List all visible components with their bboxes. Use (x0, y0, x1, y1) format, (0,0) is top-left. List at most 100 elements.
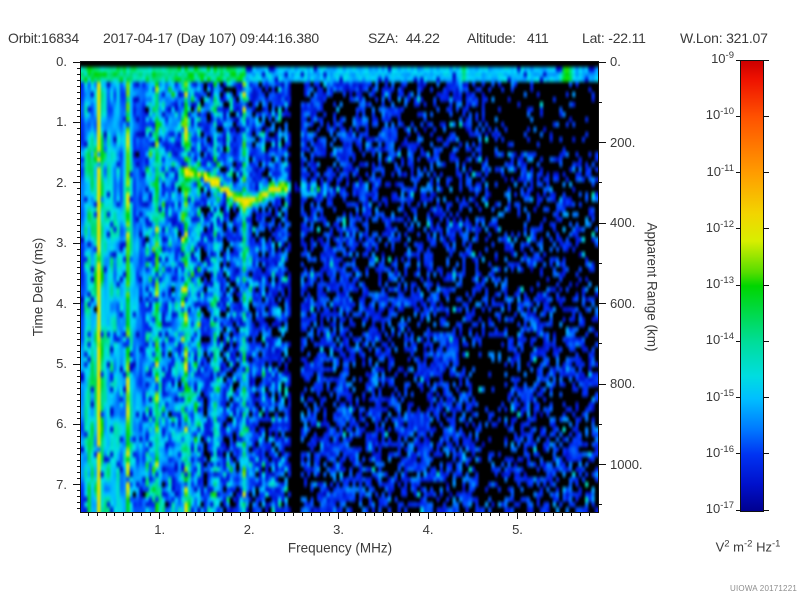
y-left-major-tick (73, 363, 81, 365)
y-right-major-tick (598, 303, 606, 305)
y-left-minor-tick (77, 496, 81, 498)
y-left-tick-label: 2. (56, 174, 67, 190)
y-left-minor-tick (77, 435, 81, 437)
colorbar (740, 60, 764, 512)
x-axis-tick-label: 1. (154, 522, 166, 537)
x-axis-minor-tick (87, 512, 89, 516)
x-axis-minor-tick (320, 512, 322, 516)
x-axis-minor-tick (436, 512, 438, 516)
x-axis-minor-tick (418, 512, 420, 516)
colorbar-major-tick (764, 172, 769, 173)
y-right-minor-tick (598, 423, 602, 425)
spectrogram-canvas (81, 62, 598, 512)
x-axis-minor-tick (105, 512, 107, 516)
y-left-minor-tick (77, 375, 81, 377)
y-left-minor-tick (77, 345, 81, 347)
y-left-minor-tick (77, 381, 81, 383)
colorbar-major-tick (764, 284, 769, 286)
y-left-minor-tick (77, 448, 81, 450)
x-axis-major-tick (338, 512, 340, 519)
colorbar-tick-label: 10-13 (705, 275, 734, 291)
y-left-minor-tick (77, 460, 81, 462)
y-left-minor-tick (77, 248, 81, 250)
y-left-minor-tick (77, 236, 81, 238)
y-left-minor-tick (77, 393, 81, 395)
x-axis-minor-tick (230, 512, 232, 516)
y-right-tick-label: 400. (610, 215, 636, 231)
y-right-tick-label: 1000. (610, 456, 643, 472)
title-altitude: Altitude: 411 (467, 30, 549, 46)
y-axis-label-apparent-range: Apparent Range (km) (644, 222, 660, 352)
colorbar-tick-label: 10-17 (705, 500, 734, 516)
y-right-tick-label: 600. (610, 295, 636, 311)
x-axis-minor-tick (123, 512, 125, 516)
x-axis-minor-tick (266, 512, 268, 516)
colorbar-major-tick (736, 453, 741, 455)
y-left-minor-tick (77, 490, 81, 492)
y-left-minor-tick (77, 127, 81, 129)
x-axis-minor-tick (302, 512, 304, 516)
x-axis-minor-tick (472, 512, 474, 516)
colorbar-major-tick (736, 284, 741, 286)
x-axis-minor-tick (221, 512, 223, 516)
y-left-minor-tick (77, 291, 81, 293)
y-left-minor-tick (77, 170, 81, 172)
y-left-minor-tick (77, 297, 81, 299)
y-left-minor-tick (77, 206, 81, 208)
x-axis-minor-tick (454, 512, 456, 516)
title-datetime: 2017-04-17 (Day 107) 09:44:16.380 (103, 30, 320, 46)
colorbar-major-tick (764, 340, 769, 342)
x-axis-minor-tick (284, 512, 286, 516)
y-left-minor-tick (77, 405, 81, 407)
y-left-minor-tick (77, 508, 81, 510)
y-left-minor-tick (77, 387, 81, 389)
y-left-minor-tick (77, 478, 81, 480)
x-axis-minor-tick (543, 512, 545, 516)
x-axis-tick-label: 3. (333, 522, 345, 537)
y-left-tick-label: 1. (56, 114, 67, 130)
x-axis-minor-tick (212, 512, 214, 516)
y-left-minor-tick (77, 369, 81, 371)
x-axis-tick-label: 2. (243, 522, 255, 537)
y-left-minor-tick (77, 146, 81, 148)
x-axis-minor-tick (409, 512, 411, 516)
x-axis-minor-tick (257, 512, 259, 516)
x-axis-minor-tick (150, 512, 152, 516)
colorbar-tick-label: 10-11 (706, 162, 735, 179)
y-left-minor-tick (77, 224, 81, 226)
x-axis-minor-tick (579, 512, 581, 516)
x-axis-major-tick (248, 512, 250, 519)
x-axis-minor-tick (275, 512, 277, 516)
colorbar-major-tick (736, 397, 741, 398)
y-left-minor-tick (77, 194, 81, 196)
colorbar-major-tick (764, 115, 769, 117)
x-axis-minor-tick (347, 512, 349, 516)
y-left-minor-tick (77, 502, 81, 504)
y-right-minor-tick (598, 101, 602, 103)
x-axis-minor-tick (114, 512, 116, 516)
x-axis-minor-tick (364, 512, 366, 516)
y-right-minor-tick (598, 182, 602, 184)
x-axis-minor-tick (311, 512, 313, 516)
colorbar-tick-label: 10-12 (705, 218, 734, 235)
y-left-minor-tick (77, 429, 81, 431)
y-right-major-tick (598, 383, 606, 385)
x-axis-minor-tick (508, 512, 510, 516)
x-axis-minor-tick (96, 512, 98, 516)
y-right-tick-label: 800. (610, 376, 636, 392)
colorbar-major-tick (764, 509, 769, 511)
title-wlon: W.Lon: 321.07 (680, 30, 768, 46)
colorbar-tick-label: 10-15 (705, 387, 734, 404)
plot-frame (80, 61, 599, 513)
x-axis-minor-tick (186, 512, 188, 516)
y-left-minor-tick (77, 309, 81, 311)
x-axis-minor-tick (561, 512, 563, 516)
y-left-tick-label: 4. (56, 295, 67, 311)
x-axis-minor-tick (355, 512, 357, 516)
colorbar-major-tick (736, 59, 741, 61)
x-axis-tick-label: 5. (512, 522, 523, 537)
y-right-minor-tick (598, 343, 602, 345)
x-axis-minor-tick (588, 512, 590, 516)
colorbar-major-tick (764, 453, 769, 455)
y-left-minor-tick (77, 218, 81, 220)
